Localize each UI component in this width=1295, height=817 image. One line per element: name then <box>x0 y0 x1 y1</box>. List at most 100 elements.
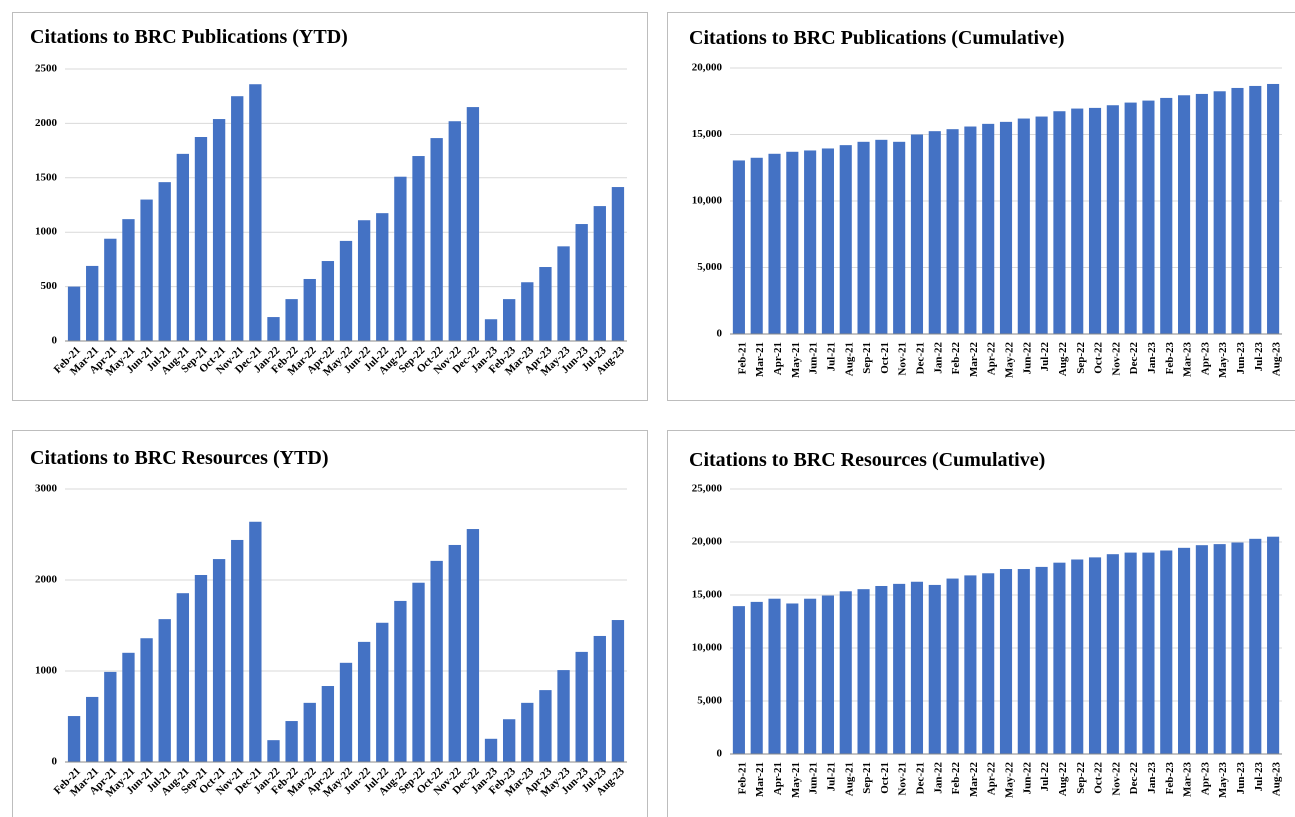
bar <box>593 635 606 762</box>
y-tick-label: 2500 <box>35 63 58 75</box>
x-tick-label: Mar-21 <box>754 342 766 377</box>
bar <box>839 145 852 334</box>
x-tick-label: May-23 <box>1217 342 1229 379</box>
bar <box>339 662 353 762</box>
x-tick-label: Nov-22 <box>1110 342 1122 376</box>
y-tick-label: 15,000 <box>692 128 723 140</box>
bar <box>1178 547 1191 754</box>
bar <box>1267 536 1280 754</box>
bar <box>176 153 190 341</box>
bar <box>285 299 298 341</box>
y-tick-label: 0 <box>717 328 723 340</box>
bar <box>557 670 570 762</box>
x-tick-label: May-23 <box>1217 762 1229 799</box>
x-tick-label: Dec-21 <box>914 342 926 374</box>
bar <box>1071 559 1084 754</box>
bar <box>1017 569 1030 754</box>
bar <box>140 638 153 762</box>
x-tick-label: Jul-21 <box>825 342 837 371</box>
bar <box>893 583 906 754</box>
y-tick-label: 2000 <box>35 117 58 129</box>
bar <box>946 578 959 754</box>
y-tick-label: 20,000 <box>692 536 723 548</box>
y-tick-label: 5,000 <box>697 695 722 707</box>
bar <box>430 138 443 341</box>
x-tick-label: Feb-21 <box>736 762 748 794</box>
bar <box>1160 97 1173 334</box>
bar <box>158 182 171 341</box>
x-tick-label: Sep-21 <box>861 342 873 374</box>
bar <box>339 240 353 341</box>
bar <box>732 160 745 334</box>
x-tick-label: Dec-21 <box>914 762 926 794</box>
bar <box>593 206 606 341</box>
bar <box>1195 545 1208 754</box>
bar <box>86 696 99 762</box>
bar <box>1249 85 1262 334</box>
x-tick-label: Dec-22 <box>1128 762 1140 795</box>
bar <box>194 137 208 341</box>
x-tick-label: Apr-23 <box>1199 342 1211 376</box>
bar <box>1053 111 1066 334</box>
bar <box>448 544 461 762</box>
bar <box>804 150 817 334</box>
bar <box>430 560 443 762</box>
bar <box>212 119 226 341</box>
bar <box>357 641 371 762</box>
bar <box>231 96 244 341</box>
bar <box>376 622 389 762</box>
x-tick-label: Jul-23 <box>1253 342 1265 372</box>
y-tick-label: 0 <box>52 756 58 768</box>
bar <box>1035 116 1048 334</box>
bar <box>768 598 781 754</box>
bar <box>1124 552 1137 754</box>
bar <box>466 529 480 762</box>
chart-title: Citations to BRC Publications (YTD) <box>30 26 348 48</box>
bar <box>521 282 534 341</box>
bar <box>1088 107 1102 335</box>
x-tick-label: Aug-21 <box>843 762 855 796</box>
bar <box>484 738 498 762</box>
y-tick-label: 15,000 <box>692 589 723 601</box>
panel <box>12 12 648 401</box>
bar <box>394 176 407 341</box>
bar <box>1231 542 1244 754</box>
x-tick-label: Sep-22 <box>1075 342 1087 374</box>
bar <box>1106 554 1119 754</box>
bar <box>821 148 834 334</box>
bar <box>502 299 516 341</box>
x-tick-label: Nov-22 <box>1110 762 1122 796</box>
bar <box>946 129 959 334</box>
x-tick-label: Jan-23 <box>1146 342 1158 374</box>
x-tick-label: May-22 <box>1004 762 1016 799</box>
bar <box>732 606 745 754</box>
bar <box>1213 91 1226 335</box>
bar <box>575 651 588 762</box>
bar <box>122 652 135 762</box>
bar <box>303 278 316 341</box>
bar <box>964 126 977 335</box>
y-tick-label: 3000 <box>35 483 58 495</box>
x-tick-label: Mar-23 <box>1182 762 1194 798</box>
bar <box>1017 118 1030 334</box>
bar <box>1088 557 1102 754</box>
bar <box>104 238 117 341</box>
bar <box>412 156 425 341</box>
x-tick-label: Sep-21 <box>861 762 873 794</box>
bar <box>1142 552 1155 754</box>
bar <box>999 121 1013 335</box>
bar <box>1124 102 1137 334</box>
y-tick-label: 5,000 <box>697 261 722 273</box>
bar <box>857 589 870 754</box>
bar <box>321 686 335 762</box>
x-tick-label: Apr-23 <box>1199 762 1211 796</box>
bar <box>67 286 81 341</box>
x-tick-label: Feb-23 <box>1164 342 1176 375</box>
bar <box>857 141 870 334</box>
bar <box>1160 550 1173 754</box>
bar <box>176 593 190 762</box>
bar <box>893 141 906 334</box>
x-tick-label: Jun-23 <box>1235 762 1247 795</box>
bar <box>786 151 799 334</box>
